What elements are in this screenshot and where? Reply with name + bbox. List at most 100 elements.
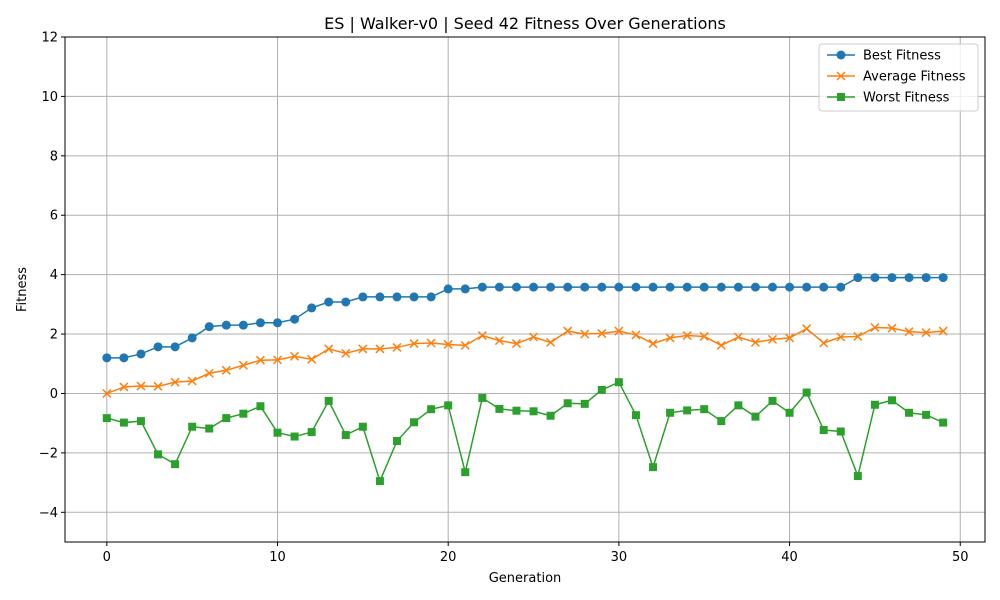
worst-fitness-point [375,477,384,486]
worst-fitness-point [939,418,948,427]
worst-fitness-point [478,393,487,402]
best-fitness-point [170,342,180,352]
average-fitness-point [904,327,914,337]
average-fitness-point [802,324,812,334]
worst-fitness-point [102,414,111,423]
worst-fitness-point [751,412,760,421]
average-fitness-point [870,322,880,333]
average-fitness-point [136,381,146,391]
average-fitness-point [375,344,385,354]
best-fitness-point [102,353,112,363]
average-fitness-point [221,365,231,375]
worst-fitness-point [188,422,197,431]
average-fitness-point [272,355,283,365]
y-tick-label: 0 [50,387,58,402]
average-fitness-point [716,340,726,350]
worst-fitness-point [358,422,367,431]
average-fitness-point [153,381,163,391]
best-fitness-point [853,273,863,283]
best-fitness-point [119,353,129,363]
worst-fitness-point [717,417,726,426]
worst-fitness-point [154,450,163,459]
y-tick-label: 4 [50,268,58,283]
worst-fitness-point [905,408,914,417]
best-fitness-point [153,342,163,352]
y-tick-label: 2 [50,328,58,343]
average-fitness-point [733,332,743,342]
average-fitness-point [426,338,436,348]
best-fitness-point [682,282,692,292]
average-fitness-point [682,331,692,341]
chart-title: ES | Walker-v0 | Seed 42 Fitness Over Ge… [324,14,726,33]
worst-fitness-point [136,417,145,426]
legend-entry-worst-fitness: Worst Fitness [827,91,950,106]
worst-fitness-point [768,396,777,405]
average-fitness-point [324,344,334,354]
y-tick-label: 8 [50,149,58,164]
best-fitness-point [187,333,197,343]
plot-frame [64,36,986,543]
best-fitness-point [887,273,897,283]
worst-fitness-point [922,410,931,419]
average-fitness-point [614,326,624,336]
worst-fitness-line [106,381,944,484]
average-fitness-point [819,338,829,348]
worst-fitness-point [205,424,214,433]
best-fitness-point [597,282,607,292]
best-fitness-point [546,282,556,292]
worst-fitness-point [495,404,504,413]
average-fitness-point [665,333,675,343]
best-fitness-point [904,273,914,283]
legend-label: Best Fitness [863,49,941,64]
worst-fitness-point [870,400,879,409]
average-fitness-point [409,339,419,349]
average-fitness-point [307,354,317,364]
worst-fitness-point [290,432,299,441]
best-fitness-point [529,282,539,292]
average-fitness-point [529,332,539,342]
average-fitness-point [648,339,658,349]
best-fitness-point [341,297,351,307]
worst-fitness-point [461,468,470,477]
best-fitness-point [699,282,709,292]
x-tick-label: 20 [440,550,457,565]
average-fitness-point [631,330,641,340]
best-fitness-line [106,276,944,359]
y-tick-label: 6 [50,209,58,224]
worst-fitness-point [563,399,572,408]
best-fitness-point [255,318,265,328]
worst-fitness-point [614,378,623,387]
ticks: 0 10 20 30 40 50 −4 −2 0 2 4 6 8 10 12 [39,31,969,566]
average-fitness-point [238,360,248,370]
worst-fitness-point [785,408,794,417]
x-tick-label: 30 [611,550,628,565]
worst-fitness-point [529,407,538,416]
best-fitness-point [819,282,829,292]
average-fitness-point [580,329,590,339]
average-fitness-point [494,336,504,346]
best-fitness-point [631,282,641,292]
y-tick-label: −4 [39,506,58,521]
worst-fitness-point [734,401,743,410]
best-fitness-point [307,303,317,313]
best-fitness-point [614,282,624,292]
best-fitness-point [750,282,760,292]
average-fitness-point [699,331,709,341]
best-fitness-point [563,282,573,292]
worst-fitness-point [273,428,282,437]
legend-entry-best-fitness: Best Fitness [827,49,941,64]
best-fitness-point [836,282,846,292]
worst-fitness-point [802,388,811,397]
best-fitness-point [733,282,743,292]
y-tick-label: 12 [41,31,58,46]
worst-fitness-point [444,401,453,410]
worst-fitness-point [649,463,658,472]
worst-fitness-point [853,472,862,481]
best-fitness-point [494,282,504,292]
worst-fitness-point [119,418,128,427]
worst-fitness-point [256,402,265,411]
average-fitness-point [443,339,453,349]
best-fitness-point [238,320,248,330]
average-fitness-point [563,326,573,336]
average-fitness-point [102,388,112,399]
